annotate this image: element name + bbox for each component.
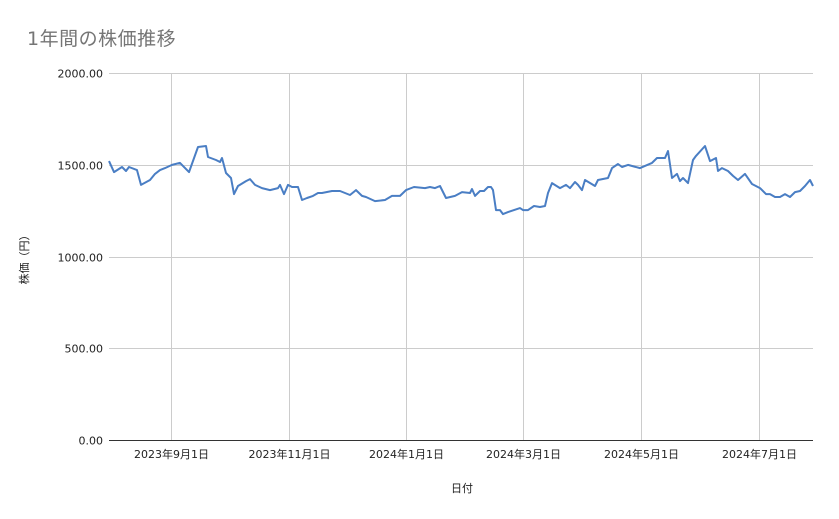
gridlines xyxy=(109,73,813,440)
y-tick-label: 1500.00 xyxy=(58,160,104,173)
y-axis-ticks: 0.00 500.00 1000.00 1500.00 2000.00 xyxy=(58,68,104,448)
x-tick-label: 2024年7月1日 xyxy=(722,447,797,461)
x-axis-label: 日付 xyxy=(451,482,473,495)
x-tick-label: 2024年1月1日 xyxy=(369,447,444,461)
x-tick-label: 2023年9月1日 xyxy=(134,447,209,461)
y-tick-label: 500.00 xyxy=(65,343,104,356)
y-tick-label: 2000.00 xyxy=(58,68,104,81)
y-tick-label: 0.00 xyxy=(79,435,104,448)
price-line xyxy=(108,145,814,216)
x-tick-label: 2024年5月1日 xyxy=(604,447,679,461)
x-axis-ticks: 2023年9月1日 2023年11月1日 2024年1月1日 2024年3月1日 202… xyxy=(134,447,797,461)
y-tick-label: 1000.00 xyxy=(58,252,104,265)
chart-title: 1年間の株価推移 xyxy=(27,28,177,50)
x-tick-label: 2023年11月1日 xyxy=(249,447,331,461)
x-tick-label: 2024年3月1日 xyxy=(486,447,561,461)
